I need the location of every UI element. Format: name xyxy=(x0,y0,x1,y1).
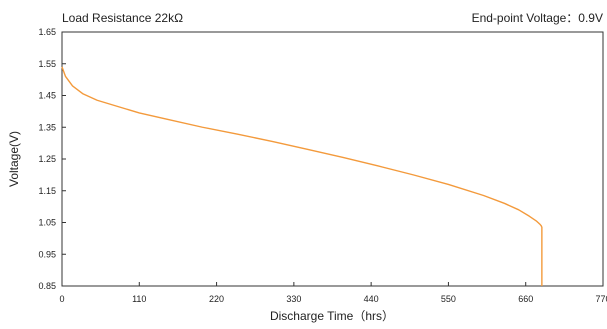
y-tick-label: 0.85 xyxy=(38,281,56,291)
voltage-series-line xyxy=(61,66,543,286)
y-tick-label: 1.35 xyxy=(38,122,56,132)
x-tick-label: 0 xyxy=(59,294,64,304)
x-axis-title: Discharge Time（hrs） xyxy=(270,309,394,323)
x-tick-label: 660 xyxy=(518,294,533,304)
x-tick-label: 330 xyxy=(286,294,301,304)
x-axis: 0 110 220 330 440 550 660 770 xyxy=(59,282,607,304)
plot-frame xyxy=(61,31,604,287)
y-tick-label: 1.65 xyxy=(38,27,56,37)
y-tick-label: 1.55 xyxy=(38,59,56,69)
y-tick-label: 1.25 xyxy=(38,154,56,164)
load-resistance-label: Load Resistance 22kΩ xyxy=(62,11,183,25)
y-axis: 0.85 0.95 1.05 1.15 1.25 1.35 1.45 1.55 1.65 xyxy=(38,27,66,291)
y-tick-label: 1.05 xyxy=(38,218,56,228)
x-tick-label: 110 xyxy=(132,294,146,304)
y-tick-label: 1.45 xyxy=(38,91,56,101)
y-tick-label: 1.15 xyxy=(38,186,56,196)
series-layer xyxy=(61,66,543,286)
x-tick-label: 550 xyxy=(441,294,456,304)
x-tick-label: 440 xyxy=(364,294,379,304)
end-point-voltage-label: End-point Voltage：0.9V xyxy=(472,11,603,25)
x-tick-label: 220 xyxy=(209,294,224,304)
y-tick-label: 0.95 xyxy=(38,249,56,259)
x-tick-label: 770 xyxy=(595,294,607,304)
y-axis-title: Voltage(V) xyxy=(7,131,21,187)
